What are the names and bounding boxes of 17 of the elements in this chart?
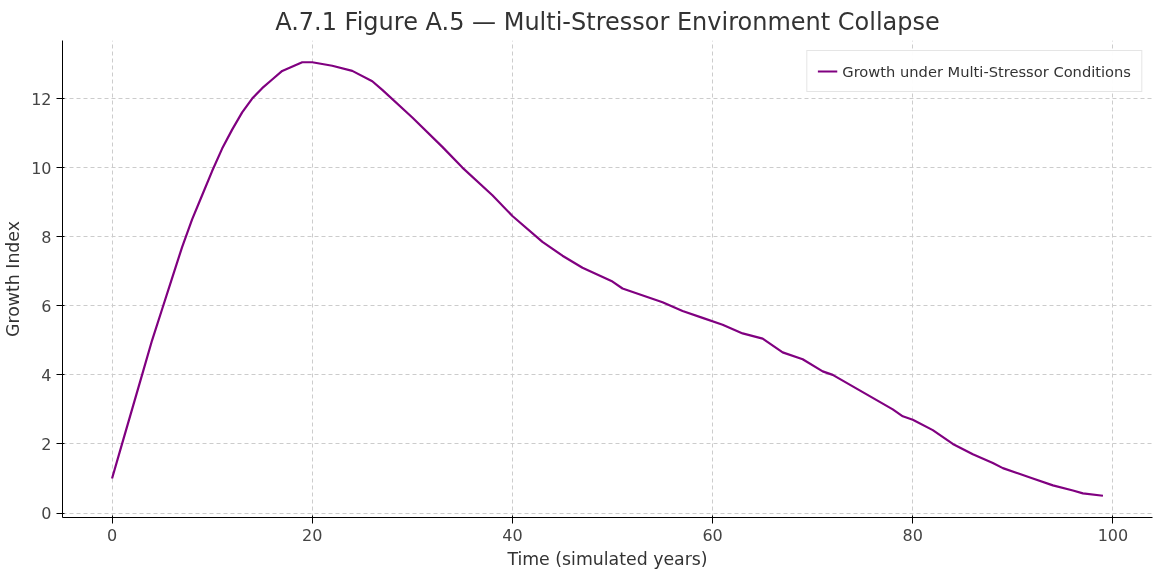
y-tick-label: 10 [31,158,52,178]
y-tick-label: 6 [41,296,52,316]
y-tick-label: 0 [41,504,52,524]
y-tick-label: 2 [41,434,52,454]
chart-title: A.7.1 Figure A.5 — Multi-Stressor Environment Collapse [275,7,940,36]
x-tick-label: 80 [902,525,923,545]
y-axis-title: Growth Index [3,221,24,337]
y-tick-label: 8 [41,227,52,247]
x-tick-label: 0 [106,525,118,545]
y-tick-label: 4 [41,365,52,385]
legend-label: Growth under Multi-Stressor Conditions [842,62,1131,80]
x-tick-label: 20 [302,525,323,545]
x-axis-title: Time (simulated years) [506,548,708,569]
x-tick-label: 40 [502,525,523,545]
y-tick-label: 12 [31,89,52,109]
x-tick-label: 100 [1097,525,1129,545]
x-tick-label: 60 [702,525,723,545]
